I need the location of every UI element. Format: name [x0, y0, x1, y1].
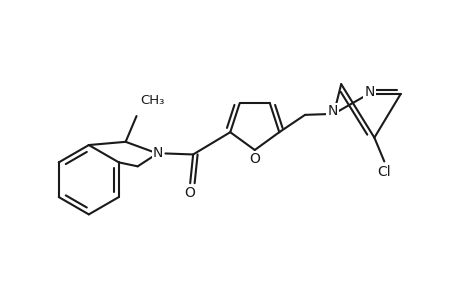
Text: O: O [185, 186, 195, 200]
Text: O: O [249, 152, 260, 166]
Text: N: N [152, 146, 163, 161]
Text: N: N [364, 85, 374, 99]
Text: Cl: Cl [377, 165, 390, 179]
Text: CH₃: CH₃ [140, 94, 164, 107]
Text: N: N [327, 104, 337, 118]
